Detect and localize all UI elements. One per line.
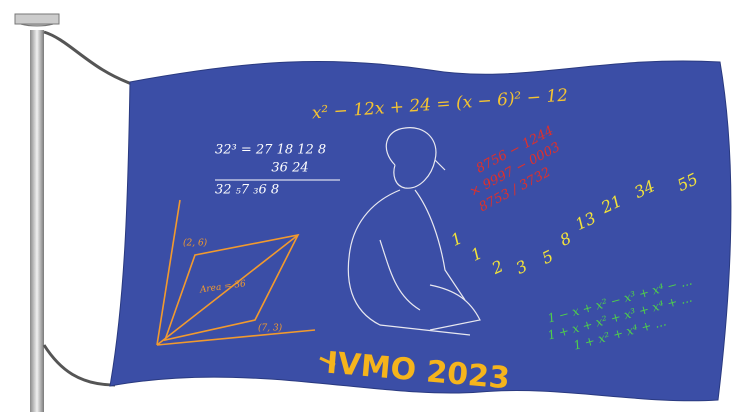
cube-row: 32 ₅7 ₃6 8 bbox=[215, 183, 279, 198]
pole-cap-top bbox=[14, 13, 60, 25]
title-pointer bbox=[319, 356, 336, 367]
coordinate-axes bbox=[156, 199, 316, 346]
rope-top bbox=[43, 30, 136, 87]
flag bbox=[109, 60, 732, 402]
cube-row: 36 24 bbox=[271, 161, 308, 176]
flagpole bbox=[30, 30, 44, 412]
cube-row: 32³ = 27 18 12 8 bbox=[215, 143, 326, 158]
boy-sketch bbox=[347, 127, 481, 336]
rope-bottom bbox=[42, 344, 116, 387]
point-label: (2, 6) bbox=[183, 238, 208, 249]
point-label: (7, 3) bbox=[258, 323, 283, 334]
